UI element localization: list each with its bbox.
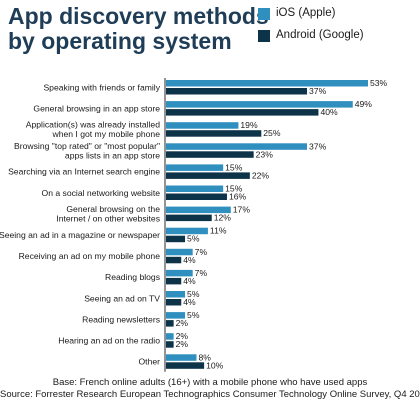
value-label-ios: 2%	[176, 331, 189, 341]
value-label-ios: 15%	[225, 184, 243, 194]
bar-android	[166, 172, 250, 179]
bar-ios	[166, 122, 239, 129]
bar-ios	[166, 80, 368, 87]
category-label-line: apps lists in an app store	[65, 150, 160, 160]
value-label-android: 4%	[183, 297, 196, 307]
bar-ios	[166, 291, 186, 298]
category-label: Searching via an Internet search engine	[8, 167, 160, 177]
bar-ios	[166, 354, 197, 361]
category-label-line: Application(s) was already installed	[26, 120, 160, 130]
bar-android	[166, 109, 319, 116]
bar-android	[166, 320, 174, 327]
bar-android	[166, 151, 254, 158]
category-label-line: Reading newsletters	[82, 314, 160, 324]
value-label-android: 23%	[256, 149, 274, 159]
bar-android	[166, 235, 186, 243]
bar-android	[166, 299, 182, 306]
category-label: Other	[139, 357, 161, 367]
category-label-line: Reading blogs	[105, 272, 160, 282]
category-label: Speaking with friends or family	[43, 82, 160, 92]
legend-label-android: Android (Google)	[276, 29, 364, 41]
bar-ios	[166, 101, 353, 108]
category-label-line: Internet / on other websites	[56, 214, 160, 224]
category-label-line: Other	[139, 357, 161, 367]
value-label-ios: 15%	[225, 162, 243, 172]
category-label: Reading newsletters	[82, 314, 160, 324]
value-label-android: 4%	[183, 276, 196, 286]
value-label-android: 2%	[176, 339, 189, 349]
bar-android	[166, 256, 182, 264]
category-label-line: Receiving an ad on my mobile phone	[19, 251, 161, 261]
category-label-line: General browsing in an app store	[33, 103, 160, 113]
legend-swatch-ios	[258, 8, 270, 20]
footnote-source: Source: Forrester Research European Tech…	[0, 389, 420, 400]
value-label-android: 12%	[214, 213, 232, 223]
value-label-android: 37%	[309, 86, 327, 96]
bar-ios	[166, 312, 186, 319]
category-label: Application(s) was already installed when…	[26, 120, 160, 140]
category-label-line: On a social networking website	[42, 188, 161, 198]
bar-ios	[166, 206, 231, 214]
chart-title-line-2: by operating system	[8, 28, 232, 54]
bar-ios	[166, 164, 224, 171]
category-label-line: Searching via an Internet search engine	[8, 167, 160, 177]
bar-ios	[166, 143, 308, 150]
bar-ios	[166, 248, 193, 256]
value-label-android: 4%	[183, 255, 196, 265]
value-label-ios: 5%	[187, 289, 200, 299]
category-label: Seeing an ad on TV	[84, 293, 160, 303]
category-label-line: Speaking with friends or family	[43, 82, 160, 92]
value-label-android: 5%	[187, 234, 200, 244]
value-label-ios: 11%	[210, 226, 227, 236]
category-label: Receiving an ad on my mobile phone	[19, 251, 161, 261]
value-label-android: 40%	[320, 107, 338, 117]
category-label: Browsing "top rated" or "most popular" ap…	[14, 141, 160, 161]
bar-ios	[166, 333, 174, 340]
category-label-line: Hearing an ad on the radio	[58, 335, 160, 345]
bar-android	[166, 277, 182, 285]
value-label-ios: 49%	[355, 99, 373, 109]
footnote-base: Base: French online adults (16+) with a …	[52, 377, 368, 388]
category-label: On a social networking website	[42, 188, 161, 198]
value-label-ios: 17%	[233, 205, 251, 215]
bar-ios	[166, 227, 208, 235]
bar-android	[166, 214, 212, 222]
bar-android	[166, 130, 262, 137]
value-label-android: 2%	[176, 318, 189, 328]
bar-ios	[166, 185, 224, 192]
value-label-android: 25%	[263, 128, 281, 138]
category-label-line: Seeing an ad on TV	[84, 293, 160, 303]
category-label: General browsing in an app store	[33, 103, 160, 113]
legend-label-ios: iOS (Apple)	[276, 7, 336, 19]
category-label: Hearing an ad on the radio	[58, 335, 160, 345]
value-label-ios: 8%	[198, 352, 211, 362]
bar-android	[166, 341, 174, 348]
value-label-android: 16%	[229, 192, 247, 202]
value-label-ios: 53%	[370, 78, 388, 88]
category-label-line: Seeing an ad in a magazine or newspaper	[0, 230, 160, 240]
chart-title-line-1: App discovery methods	[8, 3, 269, 29]
value-label-ios: 5%	[187, 310, 200, 320]
bar-android	[166, 193, 227, 200]
value-label-ios: 7%	[195, 247, 208, 257]
value-label-ios: 7%	[195, 268, 208, 278]
bar-ios	[166, 269, 193, 277]
category-label: Reading blogs	[105, 272, 160, 282]
category-label-line: when I got my mobile phone	[52, 129, 161, 139]
value-label-android: 22%	[252, 170, 270, 180]
category-label-line: General browsing on the	[66, 204, 160, 214]
category-label: General browsing on the Internet / on oth…	[56, 204, 160, 224]
bar-android	[166, 88, 308, 95]
chart-title: App discovery methods by operating syste…	[8, 4, 269, 54]
bar-android	[166, 362, 205, 369]
value-label-ios: 19%	[240, 120, 258, 130]
value-label-android: 10%	[206, 360, 224, 370]
value-label-ios: 37%	[309, 141, 327, 151]
category-label: Seeing an ad in a magazine or newspaper	[0, 230, 160, 240]
category-label-line: Browsing "top rated" or "most popular"	[14, 141, 160, 151]
legend-swatch-android	[258, 30, 270, 42]
